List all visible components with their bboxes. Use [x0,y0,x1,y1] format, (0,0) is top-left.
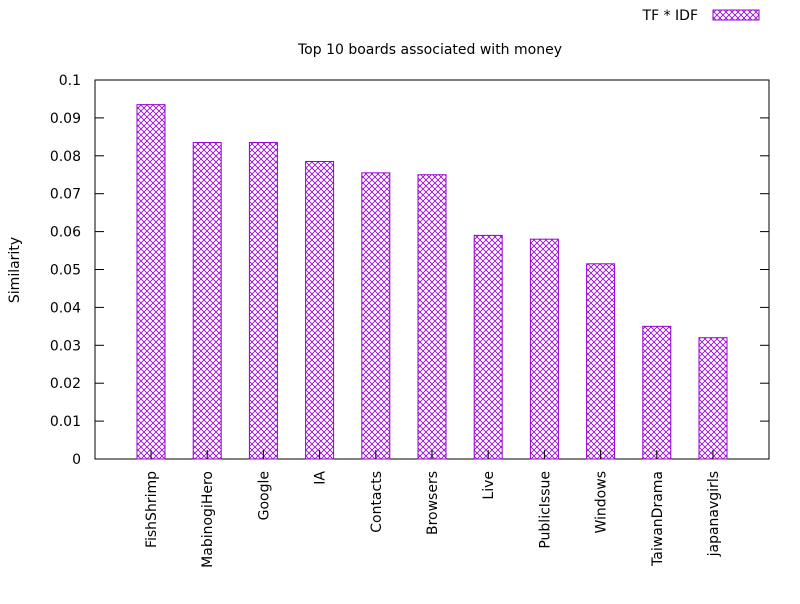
chart-title: Top 10 boards associated with money [297,42,562,58]
x-tick-label: IA [313,471,329,485]
bar-series [136,104,728,460]
y-axis-ticks: 0 0.01 0.02 0.03 0.04 0.05 0.06 0.07 0.08 0.09 0.1 [50,73,769,468]
y-tick-label: 0.09 [50,111,81,127]
y-tick-label: 0 [72,452,81,468]
bar-google [248,142,278,460]
y-tick-label: 0.06 [50,225,81,241]
bar-japanavgirls [698,337,728,460]
bar-fishshrimp [136,104,166,460]
bar-taiwandrama [642,325,672,460]
x-axis-ticks: FishShrimp MabinogiHero Google IA Contacts Br… [144,450,722,568]
y-tick-label: 0.03 [50,338,81,354]
y-tick-label: 0.07 [50,187,81,203]
x-tick-label: TaiwanDrama [650,471,666,567]
bar-contacts [361,172,391,460]
y-tick-label: 0.05 [50,263,81,279]
x-tick-label: Windows [594,471,610,534]
x-tick-label: Google [256,471,272,520]
bar-publicissue [529,238,559,460]
x-tick-label: Browsers [425,471,441,535]
y-tick-label: 0.08 [50,149,81,165]
x-tick-label: japanavgirls [706,471,722,557]
y-tick-label: 0.04 [50,300,81,316]
bar-live [473,234,503,460]
x-tick-label: MabinogiHero [200,471,216,568]
x-tick-label: Contacts [369,471,385,533]
legend: TF * IDF [642,8,760,24]
x-tick-label: PublicIssue [537,471,553,549]
y-tick-label: 0.02 [50,376,81,392]
bar-windows [586,263,616,460]
bar-mabinogihero [192,142,222,460]
legend-label: TF * IDF [642,8,698,24]
x-tick-label: Live [481,471,497,500]
bar-browsers [417,174,447,460]
y-tick-label: 0.1 [59,73,81,89]
y-tick-label: 0.01 [50,414,81,430]
legend-swatch [712,9,760,21]
bar-ia [305,160,335,460]
x-tick-label: FishShrimp [144,471,160,548]
y-axis-label: Similarity [7,237,23,303]
